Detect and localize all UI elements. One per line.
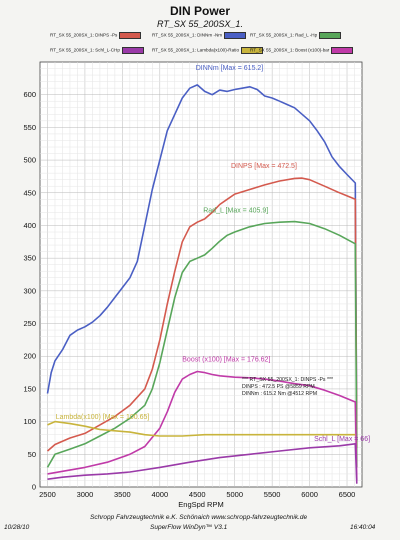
series-line-lambda-x100- — [47, 420, 356, 437]
info-box-line: DINNm : 615.2 Nm @4512 RPM — [242, 391, 317, 397]
x-tick-label: 3000 — [77, 490, 94, 499]
chart-title: DIN Power — [169, 4, 230, 18]
chart-subtitle: RT_SX 55_200SX_1. — [157, 19, 243, 29]
y-tick-label: 100 — [23, 417, 36, 426]
legend-label: RT_SX 55_200SX_1: Lambda(x100)-Ratio — [152, 47, 239, 53]
x-tick-label: 5500 — [264, 490, 281, 499]
legend-entry: RT_SX 55_200SX_1: Boost (x100)-bar — [250, 47, 354, 54]
series-annotation: DINNm [Max = 615.2] — [196, 65, 264, 72]
series-annotation: Boost (x100) [Max = 176.62] — [182, 356, 270, 363]
legend-label: RT_SX 55_200SX_1: DINPS -Ps — [50, 32, 118, 38]
footer-time: 16:40:04 — [350, 524, 376, 531]
footer-date: 10/28/10 — [4, 524, 30, 531]
y-tick-label: 550 — [23, 123, 36, 132]
y-tick-label: 150 — [23, 384, 36, 393]
legend-entry: RT_SX 55_200SX_1: Lambda(x100)-Ratio — [152, 47, 263, 54]
y-tick-label: 400 — [23, 221, 36, 230]
legend-swatch — [331, 47, 354, 54]
series-line-schl-l — [47, 443, 358, 484]
legend-entry: RT_SX 55_200SX_1: DINPS -Ps — [50, 32, 142, 39]
legend-swatch — [119, 32, 142, 39]
x-tick-label: 4500 — [189, 490, 206, 499]
y-tick-label: 300 — [23, 286, 36, 295]
legend-swatch — [224, 32, 247, 39]
info-box-line: *** RT_SX 55_200SX_1: DINPS -Ps *** — [242, 377, 333, 383]
footer-software: SuperFlow WinDyn™ V3.1 — [150, 524, 228, 531]
y-tick-label: 450 — [23, 188, 36, 197]
x-tick-label: 3500 — [114, 490, 131, 499]
legend-entry: RT_SX 55_200SX_1: Schl_L-CHp — [50, 47, 144, 54]
legend-entry: RT_SX 55_200SX_1: DINNm -Nm — [152, 32, 247, 39]
y-tick-label: 350 — [23, 254, 36, 263]
y-tick-label: 0 — [32, 483, 36, 492]
legend-label: RT_SX 55_200SX_1: Rad_L -Hp — [250, 32, 318, 38]
y-tick-label: 50 — [28, 450, 36, 459]
info-box-line: DINPS : 472.5 PS @5859 RPM — [242, 384, 315, 390]
x-tick-label: 5000 — [226, 490, 243, 499]
legend-label: RT_SX 55_200SX_1: DINNm -Nm — [152, 32, 223, 38]
series-annotation: Rad_L [Max = 405.9] — [203, 207, 268, 214]
plot-area — [39, 61, 363, 488]
series-line-dinps — [46, 177, 358, 452]
y-tick-label: 200 — [23, 352, 36, 361]
x-tick-label: 2500 — [39, 490, 56, 499]
series-line-boost-x100- — [47, 370, 358, 481]
x-tick-label: 6000 — [301, 490, 318, 499]
x-tick-label: 6500 — [339, 490, 356, 499]
legend-label: RT_SX 55_200SX_1: Schl_L-CHp — [50, 47, 120, 53]
x-tick-label: 4000 — [151, 490, 168, 499]
legend-swatch — [121, 47, 144, 54]
series-annotation: DINPS [Max = 472.5] — [231, 163, 297, 170]
legend-swatch — [241, 47, 263, 54]
series-annotation: Lambda(x100) [Max = 100.65] — [56, 414, 150, 421]
legend-label: RT_SX 55_200SX_1: Boost (x100)-bar — [250, 47, 330, 53]
x-axis-label: EngSpd RPM — [178, 500, 223, 509]
y-tick-label: 250 — [23, 319, 36, 328]
series-annotation: Schl_L [Max = 66] — [314, 436, 370, 443]
footer-company: Schropp Fahrzeugtechnik e.K. Schönaich w… — [90, 514, 308, 521]
legend-swatch — [319, 32, 342, 39]
y-tick-label: 600 — [23, 90, 36, 99]
series-line-dinnm — [46, 84, 358, 442]
y-tick-label: 500 — [23, 156, 36, 165]
legend-entry: RT_SX 55_200SX_1: Rad_L -Hp — [250, 32, 342, 39]
